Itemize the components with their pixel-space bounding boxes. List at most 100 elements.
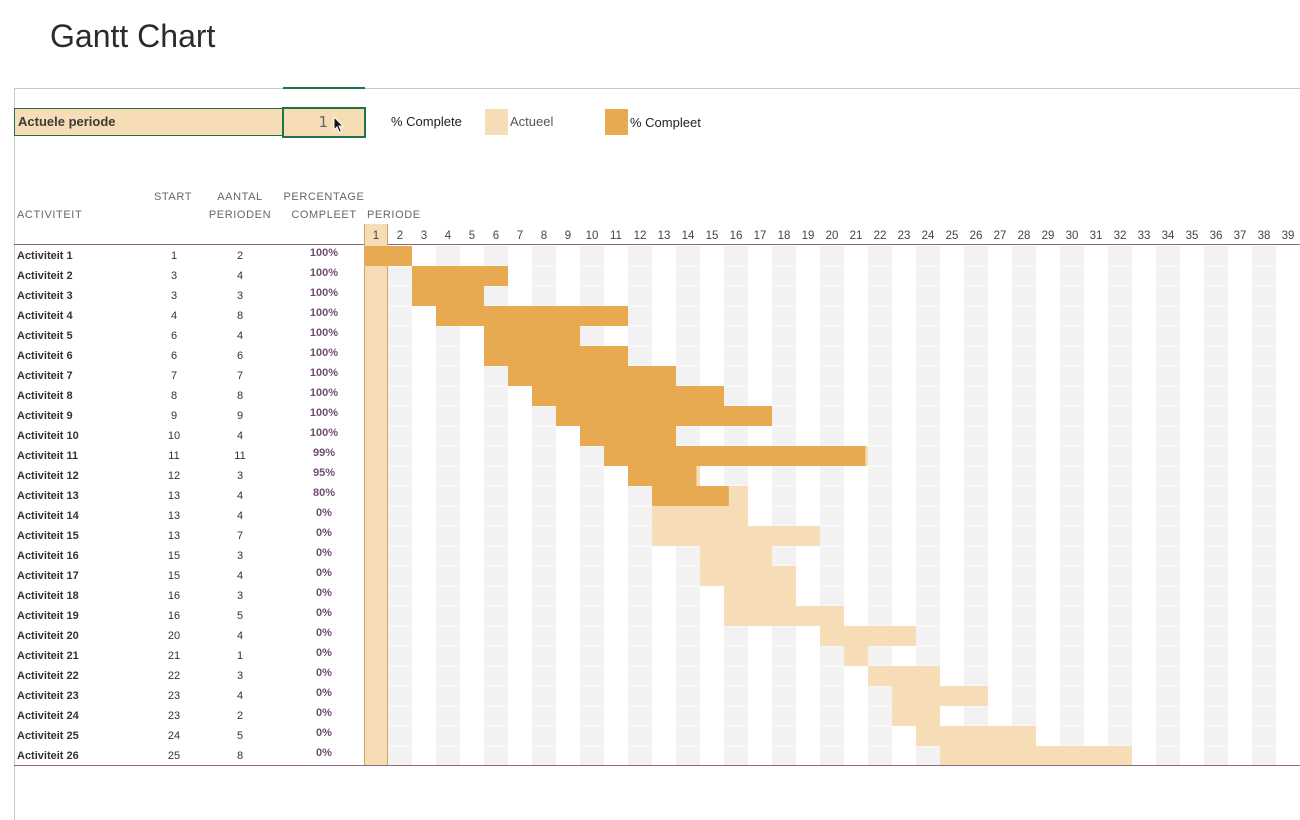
- activity-duration: 1: [236, 650, 244, 662]
- activity-duration: 4: [236, 430, 244, 442]
- activity-duration: 3: [236, 670, 244, 682]
- period-number: 3: [421, 230, 427, 242]
- activity-name: Activiteit 25: [17, 730, 79, 742]
- gantt-bar-compleet: [364, 246, 412, 266]
- gantt-bar-actueel: [724, 606, 844, 626]
- activity-duration: 3: [236, 290, 244, 302]
- activity-percent: 0%: [316, 647, 332, 659]
- gantt-bar-actueel: [940, 746, 1132, 766]
- period-number: 19: [802, 230, 815, 242]
- activity-start: 23: [167, 710, 181, 722]
- header-period: PERIODE: [367, 209, 421, 221]
- header-start: START: [153, 191, 193, 203]
- activity-name: Activiteit 16: [17, 550, 79, 562]
- activity-percent: 95%: [312, 467, 336, 479]
- mouse-pointer-icon: [333, 116, 345, 134]
- period-number: 22: [874, 230, 887, 242]
- period-number: 20: [826, 230, 839, 242]
- gantt-bar-actueel: [892, 706, 940, 726]
- activity-duration: 4: [236, 490, 244, 502]
- activity-percent: 100%: [309, 367, 339, 379]
- activity-start: 8: [170, 390, 178, 402]
- activity-start: 3: [170, 290, 178, 302]
- activity-start: 4: [170, 310, 178, 322]
- activity-name: Activiteit 20: [17, 630, 79, 642]
- gantt-bar-compleet: [412, 286, 484, 306]
- activity-start: 21: [167, 650, 181, 662]
- header-divider: [14, 244, 1300, 245]
- activity-duration: 5: [236, 610, 244, 622]
- activity-percent: 0%: [316, 687, 332, 699]
- header-duration-line1: AANTAL: [217, 191, 263, 203]
- period-number: 11: [610, 230, 622, 242]
- activity-percent: 0%: [316, 547, 332, 559]
- activity-start: 25: [167, 750, 181, 762]
- page-title: Gantt Chart: [50, 18, 216, 54]
- activity-percent: 0%: [316, 747, 332, 759]
- activity-name: Activiteit 11: [17, 450, 79, 462]
- selected-column-accent: [283, 87, 365, 89]
- activity-percent: 100%: [309, 307, 339, 319]
- activity-percent: 100%: [309, 267, 339, 279]
- period-number: 2: [397, 230, 403, 242]
- activity-duration: 4: [236, 630, 244, 642]
- header-duration-line2: PERIODEN: [208, 209, 272, 221]
- period-number: 27: [994, 230, 1007, 242]
- activity-percent: 0%: [316, 707, 332, 719]
- activity-name: Activiteit 24: [17, 710, 79, 722]
- activity-start: 9: [170, 410, 178, 422]
- activity-percent: 100%: [309, 427, 339, 439]
- activity-duration: 4: [236, 690, 244, 702]
- gantt-chart: 1 2 3 4 5 6 7 8 9 10 11 12 13 14 15 16 17 18 19 20 21 22 23 24 2…: [364, 224, 1300, 766]
- period-number: 36: [1210, 230, 1223, 242]
- period-number: 16: [730, 230, 743, 242]
- header-percent-line2: COMPLEET: [291, 209, 357, 221]
- footer-divider: [14, 765, 1300, 766]
- activity-name: Activiteit 21: [17, 650, 79, 662]
- period-number: 9: [565, 230, 571, 242]
- period-number: 8: [541, 230, 547, 242]
- period-number: 39: [1282, 230, 1295, 242]
- activity-start: 13: [167, 530, 181, 542]
- activity-start: 11: [168, 450, 180, 462]
- activity-name: Activiteit 26: [17, 750, 79, 762]
- activity-name: Activiteit 9: [17, 410, 73, 422]
- period-number: 4: [445, 230, 452, 242]
- activity-duration: 7: [236, 370, 244, 382]
- gantt-bar-actueel: [724, 586, 796, 606]
- period-number: 6: [493, 230, 499, 242]
- activity-name: Activiteit 10: [17, 430, 79, 442]
- gantt-bar-compleet: [412, 266, 508, 286]
- activity-duration: 3: [236, 590, 244, 602]
- period-number: 38: [1258, 230, 1271, 242]
- activity-start: 13: [167, 510, 181, 522]
- activity-start: 6: [170, 330, 178, 342]
- activity-name: Activiteit 4: [17, 310, 73, 322]
- activity-name: Activiteit 6: [17, 350, 73, 362]
- current-period-input[interactable]: 1: [282, 107, 366, 138]
- activity-percent: 100%: [309, 327, 339, 339]
- period-number: 29: [1042, 230, 1055, 242]
- activity-start: 20: [167, 630, 181, 642]
- period-number: 18: [778, 230, 791, 242]
- activity-start: 23: [167, 690, 181, 702]
- activity-duration: 8: [236, 310, 244, 322]
- activity-percent: 100%: [309, 407, 339, 419]
- activity-name: Activiteit 12: [17, 470, 79, 482]
- gantt-bar-actueel: [820, 626, 916, 646]
- activity-name: Activiteit 15: [17, 530, 79, 542]
- gantt-bar-actueel: [892, 686, 988, 706]
- gantt-bar-actueel: [700, 546, 772, 566]
- period-number: 33: [1138, 230, 1151, 242]
- period-number: 10: [586, 230, 599, 242]
- activity-duration: 5: [236, 730, 244, 742]
- period-number: 28: [1018, 230, 1031, 242]
- activity-duration: 11: [234, 450, 246, 462]
- gantt-bar-compleet: [604, 446, 866, 466]
- activity-name: Activiteit 17: [17, 570, 79, 582]
- activity-name: Activiteit 19: [17, 610, 79, 622]
- activity-name: Activiteit 7: [17, 370, 73, 382]
- gantt-bar-compleet: [580, 426, 676, 446]
- gantt-bar-actueel: [652, 506, 748, 526]
- activity-percent: 100%: [309, 387, 339, 399]
